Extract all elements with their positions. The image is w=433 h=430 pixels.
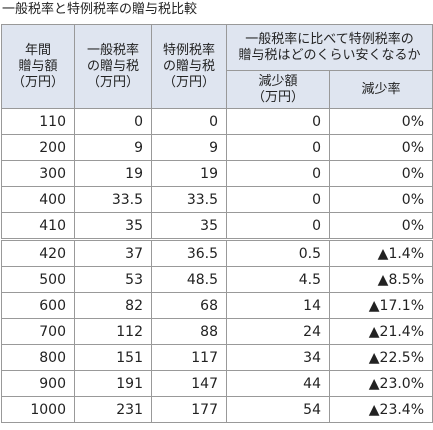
table-cell: 112 [74,318,152,345]
table-cell: ▲8.5% [328,266,433,293]
table-cell: 0% [328,134,433,161]
table-cell: 35 [74,212,152,240]
table-cell: 0 [74,108,152,135]
table-header: 年間 贈与額 （万円） 一般税率 の贈与税 （万円） 特例税率 の贈与税 （万円） 一般税率… [1,24,433,109]
table-cell: 0 [226,186,330,213]
table-cell: 500 [1,266,75,293]
table-cell: 4.5 [226,266,330,293]
table-cell: 200 [1,134,75,161]
table-cell: 48.5 [151,266,227,293]
table-cell: 44 [226,370,330,397]
table-row: 700 112 88 24 ▲21.4% [1,318,433,345]
table-row: 300 19 19 0 0% [1,160,433,187]
table-cell: 14 [226,292,330,319]
header-text: 減少額 [258,73,298,89]
table-cell: 37 [74,238,152,267]
header-cell: 特例税率 の贈与税 （万円） [151,24,227,109]
table-cell: 177 [151,396,227,423]
table-cell: 34 [226,344,330,371]
table-cell: 53 [74,266,152,293]
table-cell: 33.5 [151,186,227,213]
table-cell: 110 [1,108,75,135]
table-cell: 300 [1,160,75,187]
table-cell: ▲1.4% [328,238,433,267]
table-cell: 0 [226,134,330,161]
table-cell: 700 [1,318,75,345]
table-cell: 33.5 [74,186,152,213]
table-cell: 0% [328,160,433,187]
table-cell: 400 [1,186,75,213]
table-cell: ▲21.4% [328,318,433,345]
header-text: （万円） [86,74,139,90]
table-cell: 0% [328,212,433,240]
table-cell: 0% [328,108,433,135]
header-text: （万円） [162,74,215,90]
table-row: 600 82 68 14 ▲17.1% [1,292,433,319]
table-cell: 0% [328,186,433,213]
table-row: 400 33.5 33.5 0 0% [1,186,433,213]
table-row: 110 0 0 0 0% [1,108,433,135]
table-cell: 420 [1,238,75,267]
header-cell: 一般税率に比べて特例税率の 贈与税はどのくらい安くなるか [225,24,433,71]
header-text: 年間 [24,42,51,58]
title: 一般税率と特例税率の贈与税比較 [2,2,198,17]
header-cell: 年間 贈与額 （万円） [1,24,75,109]
table-cell: 19 [74,160,152,187]
table-cell: 19 [151,160,227,187]
header-text: 特例税率 [162,42,215,58]
table-cell: 35 [151,212,227,240]
table-cell: 0 [226,108,330,135]
header-text: の贈与税 [86,58,139,74]
table-cell: 88 [151,318,227,345]
table-row: 800 151 117 34 ▲22.5% [1,344,433,371]
table-row: 410 35 35 0 0% [1,212,433,240]
table-cell: 36.5 [151,238,227,267]
table-cell: ▲17.1% [328,292,433,319]
comparison-table: 年間 贈与額 （万円） 一般税率 の贈与税 （万円） 特例税率 の贈与税 （万円） 一般税率… [1,24,433,423]
table-cell: 82 [74,292,152,319]
table-cell: ▲23.4% [328,396,433,423]
header-text: 一般税率に比べて特例税率の [245,31,414,47]
header-cell: 減少額 （万円） [226,70,330,109]
table-cell: 117 [151,344,227,371]
table-cell: 9 [151,134,227,161]
table-body: 110 0 0 0 0% 200 9 9 0 0% 300 19 19 0 0% 400 33.5 33.5 0 0%… [1,108,433,423]
header-cell: 一般税率 の贈与税 （万円） [74,24,152,109]
table-cell: 54 [226,396,330,423]
table-cell: 0 [226,212,330,240]
header-text: （万円） [251,89,304,105]
table-row: 420 37 36.5 0.5 ▲1.4% [1,238,433,267]
table-cell: 600 [1,292,75,319]
table-cell: 410 [1,212,75,240]
table-cell: 0.5 [226,238,330,267]
table-row: 1000 231 177 54 ▲23.4% [1,396,433,423]
table-cell: 0 [151,108,227,135]
header-text: 一般税率 [86,42,139,58]
table-cell: ▲23.0% [328,370,433,397]
table-cell: 151 [74,344,152,371]
header-text: 贈与税はどのくらい安くなるか [238,47,421,63]
table-row: 500 53 48.5 4.5 ▲8.5% [1,266,433,293]
header-cell: 減少率 [328,70,433,109]
header-text: 減少率 [361,81,401,97]
header-text: の贈与税 [162,58,215,74]
table-cell: 191 [74,370,152,397]
table-cell: 900 [1,370,75,397]
table-cell: 24 [226,318,330,345]
table-cell: 231 [74,396,152,423]
table-cell: 147 [151,370,227,397]
header-text: （万円） [11,74,64,90]
table-cell: ▲22.5% [328,344,433,371]
table-cell: 0 [226,160,330,187]
table-cell: 800 [1,344,75,371]
table-row: 200 9 9 0 0% [1,134,433,161]
header-text: 贈与額 [18,58,58,74]
table-cell: 1000 [1,396,75,423]
table-cell: 68 [151,292,227,319]
table-cell: 9 [74,134,152,161]
table-row: 900 191 147 44 ▲23.0% [1,370,433,397]
